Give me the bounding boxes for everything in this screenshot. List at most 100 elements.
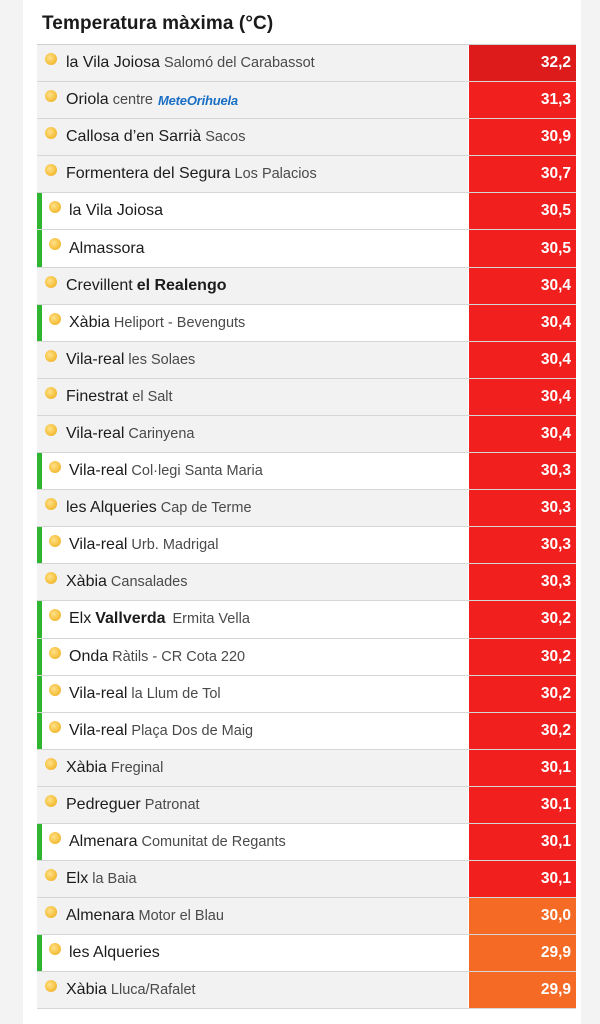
sun-icon: [49, 461, 61, 474]
table-row[interactable]: Xàbia Freginal 30,1: [37, 749, 576, 787]
station-location: Motor el Blau: [138, 908, 224, 925]
station-town: Vila-real: [69, 721, 128, 739]
station-location: Freginal: [110, 759, 164, 776]
station-town: Almenara: [69, 833, 138, 851]
sun-icon: [45, 164, 57, 177]
station-name-cell[interactable]: les Alqueries: [37, 935, 468, 972]
station-town: Crevillent: [66, 276, 133, 294]
station-location: Cansalades: [110, 574, 188, 591]
station-town: Xàbia: [69, 313, 110, 331]
table-row[interactable]: Almassora 30,5: [37, 230, 576, 268]
temperature-value: 30,4: [468, 267, 576, 304]
station-name-cell[interactable]: Almassora: [37, 230, 468, 267]
station-location: les Solaes: [128, 351, 196, 368]
station-name-cell[interactable]: Onda Ràtils - CR Cota 220: [37, 638, 468, 675]
table-row[interactable]: Vila-real Urb. Madrigal 30,3: [37, 527, 576, 565]
station-name-cell[interactable]: la Vila Joiosa Salomó del Carabassot: [37, 45, 468, 82]
station-town: la Vila Joiosa: [66, 54, 160, 72]
station-name-cell[interactable]: Xàbia Cansalades: [37, 564, 468, 601]
table-row[interactable]: Onda Ràtils - CR Cota 220 30,2: [37, 638, 576, 676]
station-location: Sacos: [205, 129, 246, 146]
table-row[interactable]: les Alqueries Cap de Terme 30,3: [37, 490, 576, 528]
station-name-cell[interactable]: Elx Vallverda Ermita Vella: [37, 601, 468, 638]
table-row[interactable]: la Vila Joiosa Salomó del Carabassot 32,2: [37, 45, 576, 83]
station-town: Elx: [66, 870, 89, 888]
table-row[interactable]: Elx la Baia 30,1: [37, 861, 576, 899]
table-row[interactable]: Vila-real les Solaes 30,4: [37, 341, 576, 379]
table-row[interactable]: Crevillent el Realengo 30,4: [37, 267, 576, 305]
station-name-cell[interactable]: Xàbia Heliport - Bevenguts: [37, 304, 468, 341]
sun-icon: [45, 498, 57, 511]
station-town: Finestrat: [66, 387, 129, 405]
station-name-cell[interactable]: Elx la Baia: [37, 861, 468, 898]
station-location: Salomó del Carabassot: [163, 55, 315, 72]
station-name-cell[interactable]: Crevillent el Realengo: [37, 267, 468, 304]
temperature-value: 30,5: [468, 230, 576, 267]
table-row[interactable]: la Vila Joiosa 30,5: [37, 193, 576, 231]
station-town: Vila-real: [66, 350, 125, 368]
table-row[interactable]: Formentera del Segura Los Palacios 30,7: [37, 156, 576, 194]
station-name-cell[interactable]: Vila-real Urb. Madrigal: [37, 527, 468, 564]
station-name-cell[interactable]: Pedreguer Patronat: [37, 786, 468, 823]
table-row[interactable]: Xàbia Heliport - Bevenguts 30,4: [37, 304, 576, 342]
sun-icon: [45, 906, 57, 919]
station-location: Carinyena: [128, 425, 195, 442]
station-location: Heliport - Bevenguts: [113, 314, 246, 331]
station-name-cell[interactable]: les Alqueries Cap de Terme: [37, 490, 468, 527]
station-name-cell[interactable]: la Vila Joiosa: [37, 193, 468, 230]
station-name-cell[interactable]: Almenara Comunitat de Regants: [37, 823, 468, 861]
table-row[interactable]: Xàbia Cansalades 30,3: [37, 564, 576, 602]
sun-icon: [45, 349, 57, 362]
station-name-cell[interactable]: Callosa d’en Sarrià Sacos: [37, 119, 468, 156]
station-town: Vila-real: [69, 684, 128, 702]
table-row[interactable]: Elx Vallverda Ermita Vella 30,2: [37, 601, 576, 639]
sun-icon: [45, 53, 57, 65]
table-row[interactable]: Finestrat el Salt 30,4: [37, 378, 576, 416]
station-name-cell[interactable]: Vila-real la Llum de Tol: [37, 675, 468, 712]
temperature-value: 30,3: [468, 453, 576, 490]
panel-title: Temperatura màxima (°C): [42, 13, 274, 34]
own-station-marker: [37, 304, 42, 341]
table-row[interactable]: Almenara Comunitat de Regants 30,1: [37, 823, 576, 862]
table-row[interactable]: Xàbia Lluca/Rafalet 29,9: [37, 972, 576, 1010]
sun-icon: [45, 275, 57, 288]
temperature-value: 30,7: [468, 156, 576, 193]
table-row[interactable]: Callosa d’en Sarrià Sacos 30,9: [37, 119, 576, 157]
station-name-cell[interactable]: Oriola centre MeteOrihuela: [37, 82, 468, 119]
own-station-marker: [37, 193, 42, 230]
station-name-cell[interactable]: Vila-real Plaça Dos de Maig: [37, 712, 468, 749]
table-row[interactable]: Vila-real la Llum de Tol 30,2: [37, 675, 576, 713]
temperature-value: 30,0: [468, 898, 576, 935]
table-row[interactable]: Oriola centre MeteOrihuela 31,3: [37, 82, 576, 120]
temperature-value: 30,1: [468, 861, 576, 898]
own-station-marker: [37, 823, 42, 861]
station-location: Urb. Madrigal: [131, 537, 219, 554]
station-town: Oriola: [66, 91, 109, 109]
sun-icon: [45, 980, 57, 993]
temperature-value: 29,9: [468, 972, 576, 1009]
station-locality: Vallverda: [95, 610, 166, 628]
sun-icon: [49, 683, 61, 696]
table-row[interactable]: Almenara Motor el Blau 30,0: [37, 898, 576, 936]
station-name-cell[interactable]: Almenara Motor el Blau: [37, 898, 468, 935]
sun-icon: [45, 757, 57, 770]
station-name-cell[interactable]: Formentera del Segura Los Palacios: [37, 156, 468, 193]
station-name-cell[interactable]: Vila-real Carinyena: [37, 415, 468, 453]
sun-icon: [45, 794, 57, 807]
station-name-cell[interactable]: Finestrat el Salt: [37, 378, 468, 415]
table-row[interactable]: Vila-real Plaça Dos de Maig 30,2: [37, 712, 576, 750]
temperature-value: 30,4: [468, 415, 576, 453]
table-row[interactable]: Vila-real Carinyena 30,4: [37, 415, 576, 454]
temperature-value: 30,2: [468, 638, 576, 675]
station-name-cell[interactable]: Xàbia Lluca/Rafalet: [37, 972, 468, 1009]
temperature-value: 32,2: [468, 45, 576, 82]
table-row[interactable]: Vila-real Col·legi Santa Maria 30,3: [37, 453, 576, 491]
sun-icon: [45, 386, 57, 399]
station-name-cell[interactable]: Xàbia Freginal: [37, 749, 468, 786]
station-name-cell[interactable]: Vila-real les Solaes: [37, 341, 468, 378]
table-row[interactable]: les Alqueries 29,9: [37, 935, 576, 973]
sun-icon: [49, 720, 61, 733]
station-name-cell[interactable]: Vila-real Col·legi Santa Maria: [37, 453, 468, 490]
table-row[interactable]: Pedreguer Patronat 30,1: [37, 786, 576, 824]
station-town: Almassora: [69, 239, 145, 257]
